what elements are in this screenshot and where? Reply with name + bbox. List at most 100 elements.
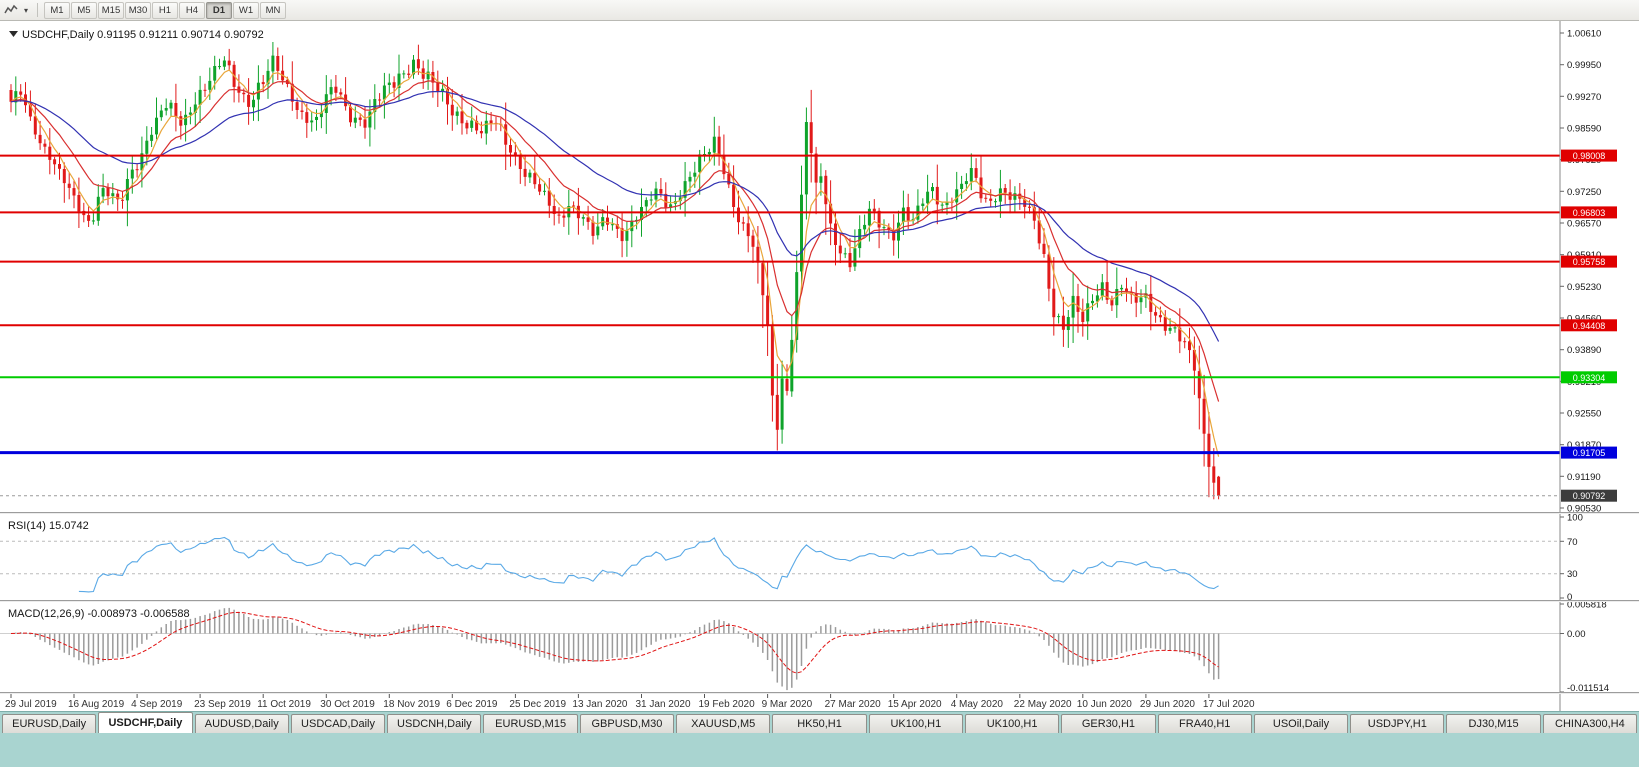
svg-text:23 Sep 2019: 23 Sep 2019	[194, 699, 251, 710]
moving-average-lines	[10, 69, 1220, 457]
svg-text:0.91705: 0.91705	[1573, 448, 1606, 458]
chart-tab-AUDUSD,Daily[interactable]: AUDUSD,Daily	[194, 714, 289, 733]
svg-text:15 Apr 2020: 15 Apr 2020	[888, 699, 942, 710]
time-axis-drag[interactable]	[0, 693, 1560, 711]
macd-indicator-panel	[0, 607, 1560, 691]
svg-text:0.93890: 0.93890	[1567, 345, 1601, 356]
chart-title-ohlc: USDCHF,Daily 0.91195 0.91211 0.90714 0.9…	[22, 29, 264, 41]
svg-text:0.92550: 0.92550	[1567, 409, 1601, 420]
svg-text:10 Jun 2020: 10 Jun 2020	[1077, 699, 1132, 710]
svg-text:0.91190: 0.91190	[1567, 472, 1601, 483]
toolbar-separator	[37, 3, 38, 17]
svg-text:29 Jul 2019: 29 Jul 2019	[5, 699, 57, 710]
svg-text:0.005818: 0.005818	[1567, 600, 1607, 611]
price-tag-0.95758	[1561, 255, 1617, 268]
price-tag-0.93304	[1561, 371, 1617, 384]
price-axis-drag[interactable]	[1560, 21, 1639, 693]
price-tag-0.94408	[1561, 319, 1617, 332]
chart-tab-USOil,Daily[interactable]: USOil,Daily	[1253, 714, 1349, 733]
timeframe-button-D1[interactable]: D1	[206, 1, 232, 19]
svg-text:0.99950: 0.99950	[1567, 60, 1601, 71]
macd-header: MACD(12,26,9) -0.008973 -0.006588	[8, 608, 190, 620]
svg-text:70: 70	[1567, 537, 1578, 548]
svg-text:0.90792: 0.90792	[1573, 491, 1606, 501]
svg-text:30: 30	[1567, 569, 1578, 580]
status-strip	[0, 733, 1639, 767]
svg-text:18 Nov 2019: 18 Nov 2019	[383, 699, 440, 710]
svg-text:4 May 2020: 4 May 2020	[951, 699, 1004, 710]
chart-tab-USDCNH,Daily[interactable]: USDCNH,Daily	[387, 714, 482, 733]
toolbar-dropdown-caret-icon[interactable]: ▾	[23, 5, 28, 15]
chart-tab-DJ30,M15[interactable]: DJ30,M15	[1446, 714, 1541, 733]
chart-tab-CHINA300,H4[interactable]: CHINA300,H4	[1542, 714, 1638, 733]
chart-tab-HK50,H1[interactable]: HK50,H1	[772, 714, 867, 733]
svg-text:13 Jan 2020: 13 Jan 2020	[572, 699, 627, 710]
timeframe-button-MN[interactable]: MN	[260, 1, 286, 19]
rsi-line	[78, 536, 1219, 593]
svg-text:30 Oct 2019: 30 Oct 2019	[320, 699, 375, 710]
svg-text:0.98590: 0.98590	[1567, 124, 1601, 135]
price-tag-0.91705	[1561, 446, 1617, 459]
svg-text:22 May 2020: 22 May 2020	[1014, 699, 1072, 710]
svg-text:4 Sep 2019: 4 Sep 2019	[131, 699, 183, 710]
chart-tab-USDCHF,Daily[interactable]: USDCHF,Daily	[98, 712, 193, 733]
svg-text:1.00610: 1.00610	[1567, 29, 1601, 40]
symbol-menu-icon[interactable]	[9, 31, 18, 37]
timeframe-button-H1[interactable]: H1	[152, 1, 178, 19]
ma-line-13	[10, 80, 1220, 402]
chart-tab-XAUUSD,M5[interactable]: XAUUSD,M5	[676, 714, 771, 733]
svg-text:0.97250: 0.97250	[1567, 187, 1601, 198]
svg-text:0: 0	[1567, 592, 1572, 603]
timeframe-buttons: M1 M5 M15 M30 H1 H4 D1 W1 MN	[44, 1, 287, 19]
svg-text:9 Mar 2020: 9 Mar 2020	[762, 699, 813, 710]
chart-tab-UK100,H1[interactable]: UK100,H1	[964, 714, 1060, 733]
chart-tab-USDCAD,Daily[interactable]: USDCAD,Daily	[290, 714, 386, 733]
svg-text:0.91870: 0.91870	[1567, 440, 1601, 451]
timeframe-button-M5[interactable]: M5	[71, 1, 97, 19]
svg-text:0.94560: 0.94560	[1567, 314, 1601, 325]
svg-text:31 Jan 2020: 31 Jan 2020	[636, 699, 691, 710]
svg-text:19 Feb 2020: 19 Feb 2020	[699, 699, 756, 710]
svg-text:0.95758: 0.95758	[1573, 257, 1606, 267]
price-tag-0.90792	[1561, 489, 1617, 502]
panel-separators[interactable]	[0, 512, 1639, 694]
timeframe-button-M1[interactable]: M1	[44, 1, 70, 19]
chart-tab-GER30,H1[interactable]: GER30,H1	[1061, 714, 1156, 733]
timeframe-button-M15[interactable]: M15	[98, 1, 124, 19]
svg-text:6 Dec 2019: 6 Dec 2019	[446, 699, 498, 710]
macd-signal-line	[10, 611, 1219, 674]
svg-text:0.99270: 0.99270	[1567, 92, 1601, 103]
svg-text:0.96570: 0.96570	[1567, 219, 1601, 230]
price-axis[interactable]: 1.006100.999500.992700.985900.979200.972…	[1559, 21, 1639, 711]
price-chart-canvas[interactable]: 1.006100.999500.992700.985900.979200.972…	[0, 0, 1639, 711]
rsi-header: RSI(14) 15.0742	[8, 520, 89, 532]
svg-text:17 Jul 2020: 17 Jul 2020	[1203, 699, 1255, 710]
svg-text:16 Aug 2019: 16 Aug 2019	[68, 699, 125, 710]
svg-text:25 Dec 2019: 25 Dec 2019	[509, 699, 566, 710]
time-axis[interactable]: 29 Jul 2019 16 Aug 2019 4 Sep 2019 23 Sep 2…	[0, 693, 1560, 711]
svg-text:0.00: 0.00	[1567, 629, 1586, 640]
timeframe-toolbar: ▾ M1 M5 M15 M30 H1 H4 D1 W1 MN	[0, 0, 1639, 21]
chart-tab-FRA40,H1[interactable]: FRA40,H1	[1157, 714, 1252, 733]
chart-type-icon[interactable]	[3, 2, 19, 18]
timeframe-button-W1[interactable]: W1	[233, 1, 259, 19]
chart-tab-USDJPY,H1[interactable]: USDJPY,H1	[1350, 714, 1445, 733]
svg-text:100: 100	[1567, 513, 1583, 524]
chart-tab-EURUSD,Daily[interactable]: EURUSD,Daily	[2, 714, 97, 733]
svg-text:0.96803: 0.96803	[1573, 208, 1606, 218]
price-tag-0.96803	[1561, 206, 1617, 219]
svg-text:-0.011514: -0.011514	[1567, 683, 1609, 694]
timeframe-button-M30[interactable]: M30	[125, 1, 151, 19]
chart-tab-UK100,H1[interactable]: UK100,H1	[868, 714, 963, 733]
svg-text:27 Mar 2020: 27 Mar 2020	[825, 699, 882, 710]
ma-line-34	[10, 90, 1220, 342]
rsi-indicator-panel	[0, 536, 1560, 593]
svg-text:11 Oct 2019: 11 Oct 2019	[257, 699, 311, 710]
chart-tab-EURUSD,M15[interactable]: EURUSD,M15	[483, 714, 578, 733]
horizontal-level-lines[interactable]	[0, 154, 1560, 497]
svg-text:0.94408: 0.94408	[1573, 321, 1606, 331]
chart-tab-GBPUSD,M30[interactable]: GBPUSD,M30	[579, 714, 675, 733]
timeframe-button-H4[interactable]: H4	[179, 1, 205, 19]
chart-background	[0, 21, 1639, 711]
